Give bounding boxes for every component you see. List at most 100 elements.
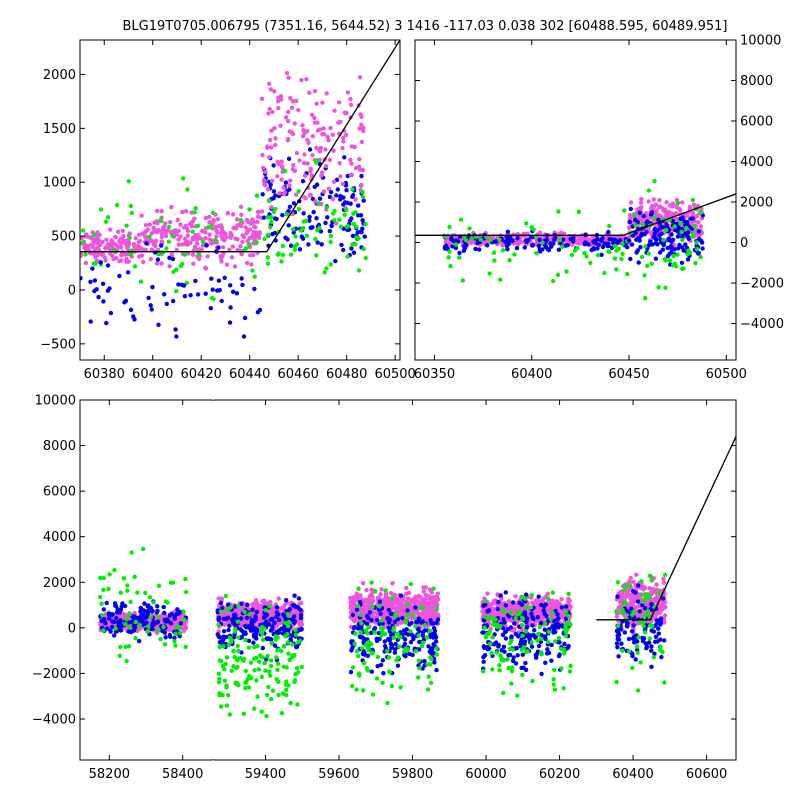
data-point: [511, 600, 515, 604]
data-point: [138, 623, 142, 627]
data-point: [284, 688, 288, 692]
data-point: [228, 712, 232, 716]
data-point: [209, 277, 213, 281]
data-point: [297, 158, 301, 162]
data-point: [268, 673, 272, 677]
data-point: [177, 229, 181, 233]
data-point: [276, 613, 280, 617]
data-point: [250, 217, 254, 221]
data-point: [290, 642, 294, 646]
data-point: [545, 651, 549, 655]
data-point: [352, 619, 356, 623]
data-point: [269, 87, 273, 91]
data-point: [699, 255, 703, 259]
data-point: [370, 651, 374, 655]
data-point: [290, 106, 294, 110]
data-point: [260, 153, 264, 157]
data-point: [421, 585, 425, 589]
data-point: [358, 75, 362, 79]
data-point: [167, 264, 171, 268]
data-point: [327, 187, 331, 191]
data-point: [280, 164, 284, 168]
data-point: [403, 642, 407, 646]
data-point: [262, 182, 266, 186]
data-point: [434, 621, 438, 625]
data-point: [530, 601, 534, 605]
data-point: [252, 233, 256, 237]
data-point: [387, 655, 391, 659]
data-point: [694, 240, 698, 244]
data-point: [680, 215, 684, 219]
data-point: [128, 600, 132, 604]
data-point: [387, 608, 391, 612]
data-point: [295, 242, 299, 246]
data-point: [180, 283, 184, 287]
data-point: [359, 174, 363, 178]
data-point: [81, 240, 85, 244]
data-point: [642, 214, 646, 218]
data-point: [560, 245, 564, 249]
data-point: [179, 621, 183, 625]
data-point: [571, 239, 575, 243]
data-point: [230, 255, 234, 259]
data-point: [363, 599, 367, 603]
data-point: [339, 243, 343, 247]
data-point: [288, 129, 292, 133]
data-point: [260, 97, 264, 101]
data-point: [427, 612, 431, 616]
data-point: [669, 232, 673, 236]
data-point: [342, 155, 346, 159]
data-point: [159, 219, 163, 223]
data-point: [240, 629, 244, 633]
data-point: [497, 612, 501, 616]
data-point: [269, 664, 273, 668]
data-point: [681, 266, 685, 270]
data-point: [349, 162, 353, 166]
data-point: [244, 680, 248, 684]
data-point: [557, 640, 561, 644]
data-point: [408, 629, 412, 633]
data-point: [102, 607, 106, 611]
data-point: [368, 610, 372, 614]
data-point: [144, 223, 148, 227]
data-point: [361, 129, 365, 133]
data-point: [637, 260, 641, 264]
data-point: [98, 595, 102, 599]
data-point: [652, 179, 656, 183]
data-point: [128, 625, 132, 629]
data-point: [255, 694, 259, 698]
data-point: [543, 628, 547, 632]
data-point: [672, 224, 676, 228]
data-point: [227, 643, 231, 647]
data-point: [638, 211, 642, 215]
data-point: [266, 255, 270, 259]
data-point: [490, 667, 494, 671]
data-point: [555, 612, 559, 616]
data-point: [227, 624, 231, 628]
data-point: [435, 595, 439, 599]
data-point: [310, 225, 314, 229]
data-point: [305, 234, 309, 238]
data-point: [333, 259, 337, 263]
data-point: [399, 600, 403, 604]
data-point: [383, 644, 387, 648]
data-point: [100, 613, 104, 617]
data-point: [613, 256, 617, 260]
data-point: [129, 204, 133, 208]
data-point: [284, 693, 288, 697]
data-point: [504, 603, 508, 607]
data-point: [209, 241, 213, 245]
data-point: [677, 207, 681, 211]
chart-title: BLG19T0705.006795 (7351.16, 5644.52) 3 1…: [123, 19, 728, 34]
data-point: [413, 605, 417, 609]
data-point: [373, 589, 377, 593]
data-point: [231, 620, 235, 624]
data-point: [231, 226, 235, 230]
data-point: [284, 598, 288, 602]
data-point: [155, 221, 159, 225]
data-point: [184, 209, 188, 213]
data-point: [269, 145, 273, 149]
data-point: [313, 185, 317, 189]
data-point: [282, 603, 286, 607]
data-point: [140, 253, 144, 257]
